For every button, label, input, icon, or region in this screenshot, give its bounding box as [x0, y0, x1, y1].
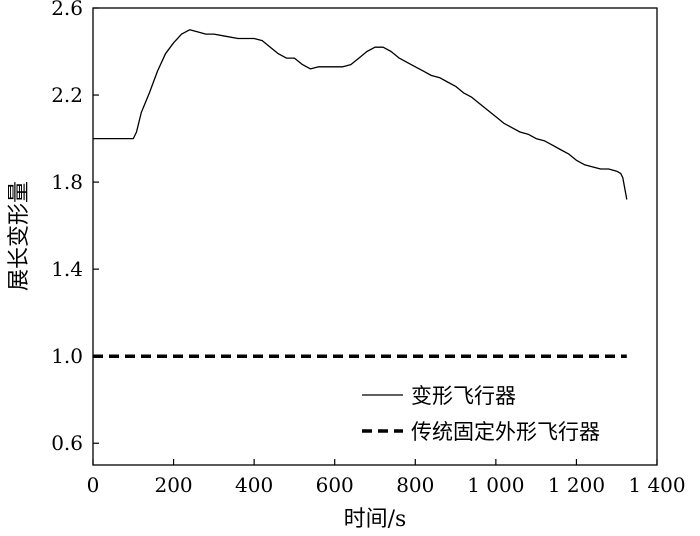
y-tick-label: 1.0	[51, 344, 83, 368]
x-tick-label: 1 200	[548, 473, 605, 497]
y-axis-title: 展长变形量	[7, 181, 32, 291]
y-tick-label: 1.8	[51, 170, 83, 194]
legend: 变形飞行器 传统固定外形飞行器	[362, 384, 600, 444]
x-tick-label: 800	[396, 473, 434, 497]
y-tick-label: 2.2	[51, 83, 83, 107]
series-line-deforming-aircraft	[93, 29, 628, 200]
legend-label-fixed-shape-aircraft: 传统固定外形飞行器	[411, 420, 600, 444]
plot-frame	[92, 7, 658, 466]
series-layer	[93, 29, 628, 358]
y-axis-ticks: 0.6 1.0 1.4 1.8 2.2 2.6	[51, 0, 99, 455]
x-tick-label: 400	[235, 473, 273, 497]
x-tick-label: 1 000	[467, 473, 524, 497]
y-tick-label: 0.6	[51, 431, 83, 455]
x-axis-title: 时间/s	[344, 507, 407, 532]
x-tick-label: 1 400	[628, 473, 685, 497]
x-tick-label: 0	[87, 473, 100, 497]
legend-label-deforming-aircraft: 变形飞行器	[411, 384, 516, 408]
x-axis-ticks: 0 200 400 600 800 1 000 1 200 1 400	[87, 459, 686, 497]
x-tick-label: 200	[154, 473, 192, 497]
y-tick-label: 2.6	[51, 0, 83, 20]
y-tick-label: 1.4	[51, 257, 83, 281]
x-tick-label: 600	[316, 473, 354, 497]
